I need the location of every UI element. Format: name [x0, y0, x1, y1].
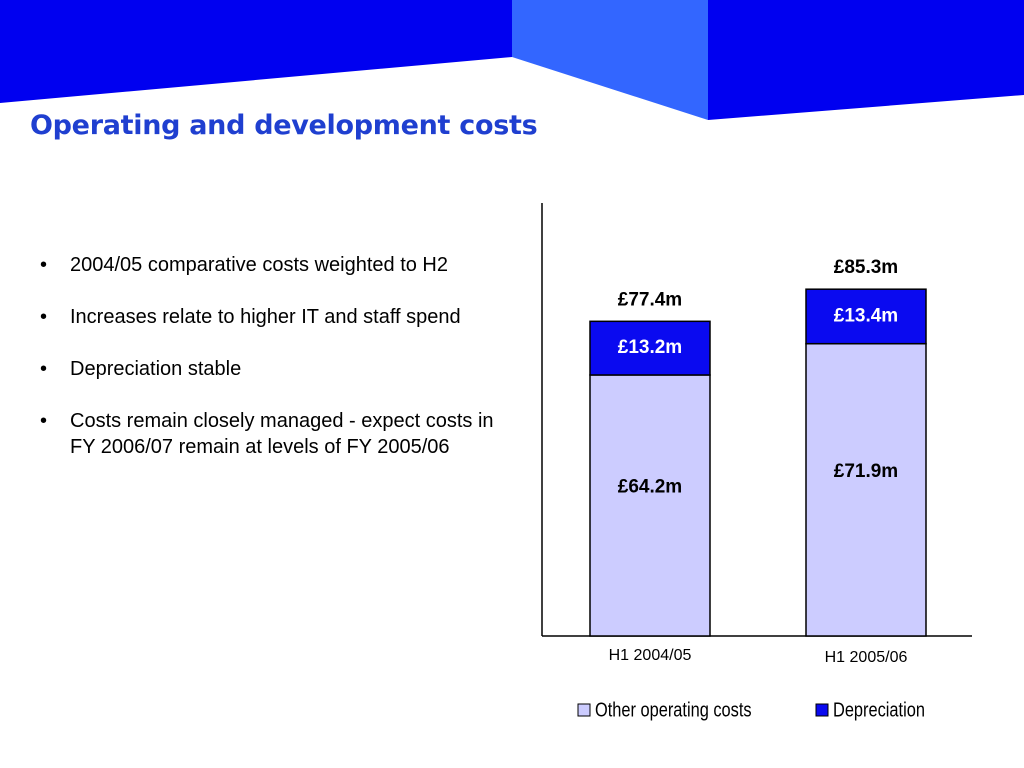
x-tick-label: H1 2005/06 [825, 649, 908, 666]
bullet-list: 2004/05 comparative costs weighted to H2… [40, 252, 500, 486]
header-band [512, 0, 708, 120]
total-label: £85.3m [834, 257, 898, 278]
header-band [708, 0, 1024, 120]
value-label: £13.2m [618, 337, 682, 358]
legend-swatch [577, 703, 591, 717]
bullet: 2004/05 comparative costs weighted to H2 [40, 252, 500, 278]
total-label: £77.4m [618, 289, 682, 310]
value-label: £64.2m [618, 477, 682, 498]
slide-title: Operating and development costs [30, 110, 538, 141]
x-tick-label: H1 2004/05 [609, 647, 692, 664]
bar-segment [589, 320, 711, 376]
bullet: Costs remain closely managed - expect co… [40, 408, 500, 460]
legend-label: Other operating costs [595, 698, 752, 721]
value-label: £71.9m [834, 461, 898, 482]
header-band [0, 0, 512, 103]
bar-segment [805, 288, 927, 345]
bar-segment [805, 342, 927, 637]
value-label: £13.4m [834, 305, 898, 326]
legend-swatch [815, 703, 829, 717]
bar-segment [589, 374, 711, 637]
bullet: Increases relate to higher IT and staff … [40, 304, 500, 330]
bullet: Depreciation stable [40, 356, 500, 382]
legend-label: Depreciation [833, 698, 925, 721]
